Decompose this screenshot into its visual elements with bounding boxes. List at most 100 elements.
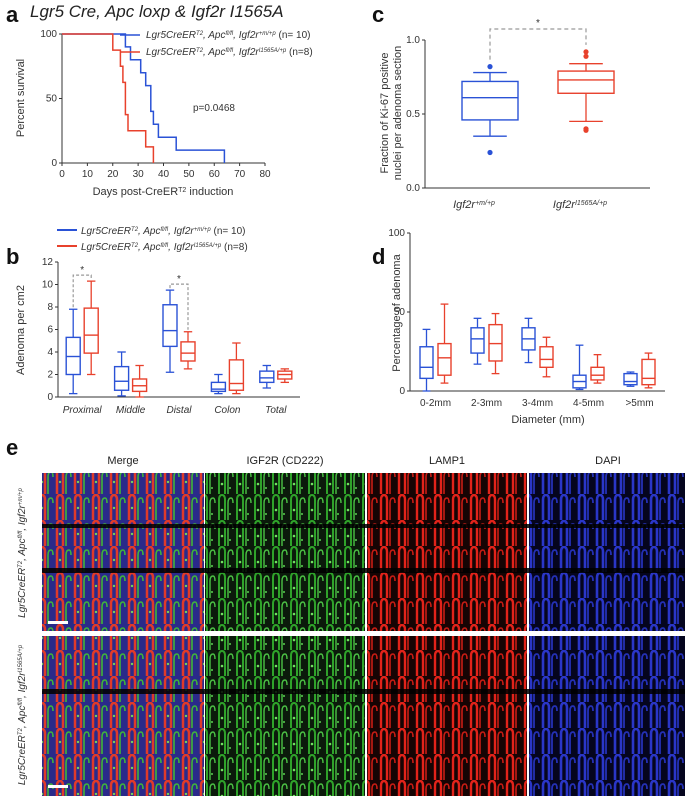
box-mutant	[228, 342, 245, 395]
panel-c-cat1: Igf2r+m/+p	[453, 199, 495, 211]
row-label-wt: Lgr5CreERT2, Apcfl/fl, Igf2r+m/+p	[17, 487, 28, 617]
x-category-label: Total	[265, 405, 287, 416]
y-tick-label: 6	[47, 325, 53, 336]
box-wt	[470, 317, 485, 365]
box-iqr	[437, 342, 452, 376]
column-title-igf2r: IGF2R (CD222)	[246, 455, 323, 467]
significance-bracket	[72, 274, 92, 308]
x-category-label: 2-3mm	[471, 398, 502, 409]
x-tick-label: 80	[259, 169, 271, 180]
micrograph-lamp1-mutant	[367, 636, 527, 796]
y-tick-label: 50	[46, 94, 58, 105]
diameter-boxplot: 0 50 100 0-2mm 2-3mm 3-4mm 4-5mm >5mm	[388, 228, 665, 409]
x-category-label: >5mm	[625, 398, 653, 409]
panel-c-ylabel-2: nuclei per adenoma section	[392, 46, 404, 181]
micrograph-lamp1-wt	[367, 473, 527, 631]
x-category-label: Colon	[214, 405, 241, 416]
y-tick-label: 0.5	[406, 109, 420, 120]
box-iqr	[623, 372, 638, 386]
box-wt	[572, 344, 587, 391]
significance-star: *	[80, 265, 84, 276]
panel-b-ylabel: Adenoma per cm2	[15, 285, 27, 375]
y-tick-label: 100	[388, 228, 405, 239]
micrograph-dapi-mutant	[529, 636, 685, 796]
significance-bracket	[489, 28, 587, 60]
box-mutant	[277, 368, 293, 384]
box-mutant	[641, 352, 656, 389]
box-mutant	[180, 331, 196, 370]
box-iqr	[641, 358, 656, 386]
row-label-mutant: Lgr5CreERT2, Apcfl/fl, Igf2rI1565A/+p	[17, 644, 28, 785]
box-iqr	[539, 346, 554, 369]
y-tick-label: 2	[47, 370, 53, 381]
panel-b-legend: Lgr5CreERT2, Apcfl/fl, Igf2r+m/+p (n= 10…	[57, 226, 248, 253]
box-iqr	[180, 341, 196, 362]
significance-star: *	[177, 274, 181, 285]
box-wt	[162, 289, 178, 373]
box-iqr	[488, 323, 503, 362]
outlier-point	[583, 53, 589, 59]
significance-star: *	[536, 18, 540, 29]
panel-b-letter: b	[6, 244, 19, 269]
column-title-dapi: DAPI	[595, 455, 621, 467]
box-iqr	[113, 365, 130, 391]
survival-line-wt	[62, 33, 226, 163]
x-tick-label: 70	[234, 169, 246, 180]
panel-a-xlabel: Days post-CreERT2 induction	[93, 186, 234, 198]
panel-a-pvalue: p=0.0468	[193, 103, 235, 114]
x-tick-label: 60	[209, 169, 221, 180]
box-mutant	[131, 364, 148, 398]
box-wt	[623, 371, 638, 387]
box-iqr	[470, 327, 485, 354]
y-tick-label: 1.0	[406, 35, 420, 46]
panel-d-xlabel: Diameter (mm)	[511, 414, 584, 426]
y-tick-label: 0	[47, 392, 53, 403]
box-iqr	[210, 381, 227, 393]
column-title-merge: Merge	[107, 455, 138, 467]
survival-line-mutant	[62, 33, 155, 163]
box-wt	[65, 308, 81, 395]
legend-label-mutant: Lgr5CreERT2, Apcfl/fl, Igf2rI1565A/+p (n…	[146, 47, 313, 58]
panel-a-letter: a	[6, 2, 19, 27]
legend-label-wt: Lgr5CreERT2, Apcfl/fl, Igf2r+m/+p (n= 10…	[81, 226, 245, 237]
scale-bar	[48, 621, 68, 624]
micrograph-merge-mutant	[42, 636, 204, 796]
panel-a-legend: Lgr5CreERT2, Apcfl/fl, Igf2r+m/+p (n= 10…	[120, 30, 313, 58]
legend-label-wt: Lgr5CreERT2, Apcfl/fl, Igf2r+m/+p (n= 10…	[146, 30, 310, 41]
box-iqr	[590, 366, 605, 381]
panel-a-ylabel: Percent survival	[15, 59, 27, 137]
y-tick-label: 8	[47, 302, 53, 313]
x-category-label: 3-4mm	[522, 398, 553, 409]
box-mutant	[557, 49, 615, 133]
outlier-point	[487, 64, 493, 70]
box-iqr	[259, 370, 275, 384]
box-mutant	[437, 303, 452, 384]
panel-c-letter: c	[372, 2, 384, 27]
y-tick-label: 0	[399, 386, 405, 397]
panel-c-ylabel-1: Fraction of Ki-67 positive	[379, 52, 391, 173]
adenoma-boxplot: 0 2 4 6 8 10 12 Proximal Middle Distal Colon Total *…	[42, 257, 300, 416]
x-category-label: Proximal	[63, 405, 103, 416]
outlier-point	[583, 49, 589, 55]
panel-c-cat2: Igf2rI1565A/+p	[553, 199, 607, 211]
y-tick-label: 10	[42, 280, 54, 291]
box-wt	[113, 351, 130, 397]
panel-e-letter: e	[6, 435, 18, 460]
box-wt	[521, 317, 536, 364]
micrograph-igf2r-wt	[205, 473, 365, 631]
y-tick-label: 0	[51, 158, 57, 169]
y-tick-label: 50	[394, 307, 406, 318]
box-wt	[419, 328, 434, 392]
x-tick-label: 20	[107, 169, 119, 180]
x-category-label: Middle	[116, 405, 146, 416]
micrograph-grid	[42, 473, 685, 796]
y-tick-label: 0.0	[406, 183, 420, 194]
x-tick-label: 0	[59, 169, 65, 180]
box-wt	[461, 64, 519, 156]
box-mutant	[83, 280, 99, 376]
x-tick-label: 40	[158, 169, 170, 180]
legend-label-mutant: Lgr5CreERT2, Apcfl/fl, Igf2rI1565A/+p (n…	[81, 242, 248, 253]
box-wt	[259, 364, 275, 389]
outlier-point	[583, 127, 589, 133]
